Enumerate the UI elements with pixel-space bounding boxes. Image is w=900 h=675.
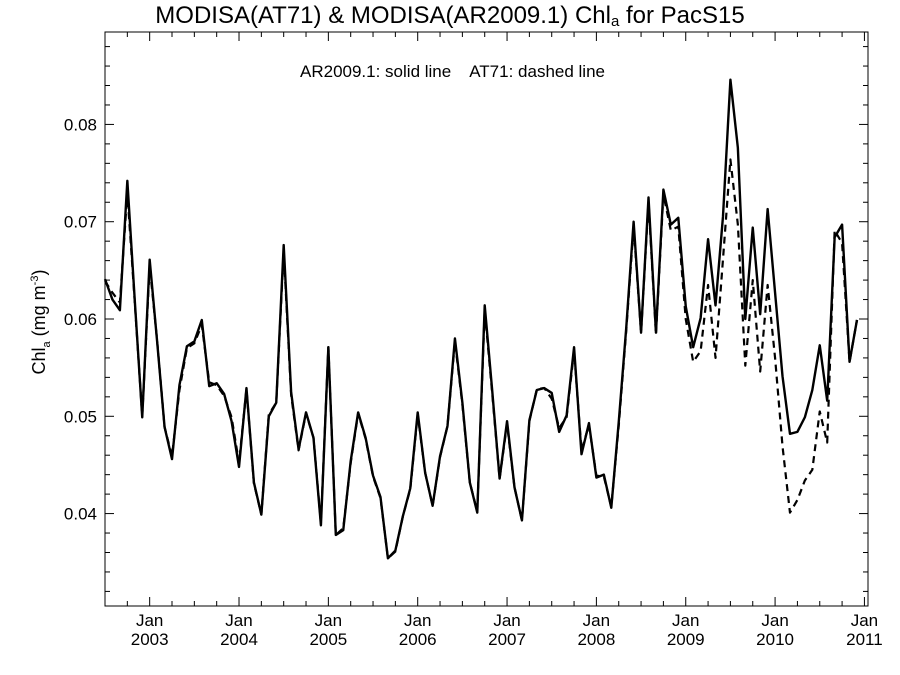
- x-tick-label-year: 2004: [220, 630, 258, 649]
- axis-ticks: [104, 32, 868, 606]
- x-tick-label-month: Jan: [315, 611, 342, 630]
- series-line-at71: [104, 158, 859, 560]
- x-tick-label-year: 2005: [309, 630, 347, 649]
- x-tick-label-month: Jan: [672, 611, 699, 630]
- series-style-note: AR2009.1: solid line AT71: dashed line: [300, 62, 623, 82]
- x-tick-label-month: Jan: [136, 611, 163, 630]
- x-tick-label-year: 2007: [488, 630, 526, 649]
- chart-title-suffix: for PacS15: [619, 2, 745, 29]
- y-tick-label: 0.04: [64, 505, 97, 524]
- x-tick-label-month: Jan: [851, 611, 878, 630]
- chart-title: MODISA(AT71) & MODISA(AR2009.1) Chla for…: [0, 2, 900, 30]
- x-tick-label-year: 2003: [131, 630, 169, 649]
- series-note-solid: AR2009.1: solid line: [300, 62, 452, 81]
- x-tick-label-month: Jan: [583, 611, 610, 630]
- x-tick-label-month: Jan: [225, 611, 252, 630]
- x-tick-label-year: 2008: [577, 630, 615, 649]
- y-tick-label: 0.06: [64, 310, 97, 329]
- tick-labels: 0.040.050.060.070.08Jan2003Jan2004Jan200…: [64, 115, 883, 649]
- chart-title-prefix: MODISA(AT71) & MODISA(AR2009.1) Chl: [155, 2, 611, 29]
- series-line-ar2009-1: [103, 78, 859, 560]
- x-tick-label-month: Jan: [493, 611, 520, 630]
- x-tick-label-year: 2010: [756, 630, 794, 649]
- x-tick-label-month: Jan: [761, 611, 788, 630]
- y-tick-label: 0.07: [64, 213, 97, 232]
- x-tick-label-month: Jan: [404, 611, 431, 630]
- x-tick-label-year: 2009: [667, 630, 705, 649]
- y-tick-label: 0.05: [64, 407, 97, 426]
- plot-frame: [104, 31, 869, 607]
- series-note-dashed: AT71: dashed line: [469, 62, 605, 81]
- y-tick-label: 0.08: [64, 115, 97, 134]
- x-tick-label-year: 2011: [846, 630, 883, 649]
- chart-title-subscript: a: [610, 13, 620, 30]
- series-lines: [103, 78, 859, 560]
- x-tick-label-year: 2006: [399, 630, 437, 649]
